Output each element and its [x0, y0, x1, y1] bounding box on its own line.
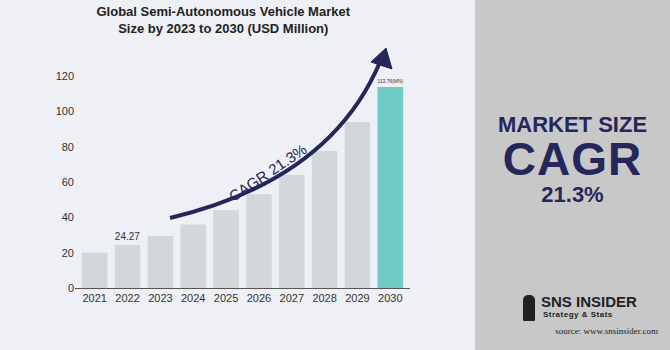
svg-text:2026: 2026	[247, 292, 271, 304]
svg-text:2022: 2022	[115, 292, 139, 304]
svg-text:20: 20	[62, 247, 74, 259]
html-text:MARKET SIZE: MARKET SIZE	[497, 112, 648, 137]
svg-text:40: 40	[62, 211, 74, 223]
svg-text:2021: 2021	[82, 292, 106, 304]
svg-text:2029: 2029	[345, 292, 369, 304]
svg-text:0: 0	[68, 282, 74, 294]
html-text:SNS INSIDER: SNS INSIDER	[541, 293, 637, 310]
svg-text:2027: 2027	[280, 292, 304, 304]
svg-text:120: 120	[56, 70, 74, 82]
svg-text:113.76(MN): 113.76(MN)	[378, 79, 404, 84]
svg-text:2030: 2030	[378, 292, 402, 304]
html-text:source: www.snsinsider.com: source: www.snsinsider.com	[555, 326, 658, 336]
svg-text:60: 60	[62, 176, 74, 188]
svg-text:80: 80	[62, 141, 74, 153]
html-text:21.3%: 21.3%	[541, 182, 604, 207]
html-text:CAGR: CAGR	[502, 133, 643, 185]
svg-text:24.27: 24.27	[115, 231, 140, 242]
svg-text:2024: 2024	[181, 292, 205, 304]
svg-text:2025: 2025	[214, 292, 238, 304]
svg-text:Global Semi-Autonomous Vehicle: Global Semi-Autonomous Vehicle MarketSiz…	[96, 4, 350, 36]
svg-text:2023: 2023	[148, 292, 172, 304]
svg-text:2028: 2028	[312, 292, 336, 304]
html-text:Strategy & Stats: Strategy & Stats	[543, 310, 613, 319]
svg-text:CAGR 21.3%: CAGR 21.3%	[226, 140, 310, 204]
svg-text:100: 100	[56, 105, 74, 117]
